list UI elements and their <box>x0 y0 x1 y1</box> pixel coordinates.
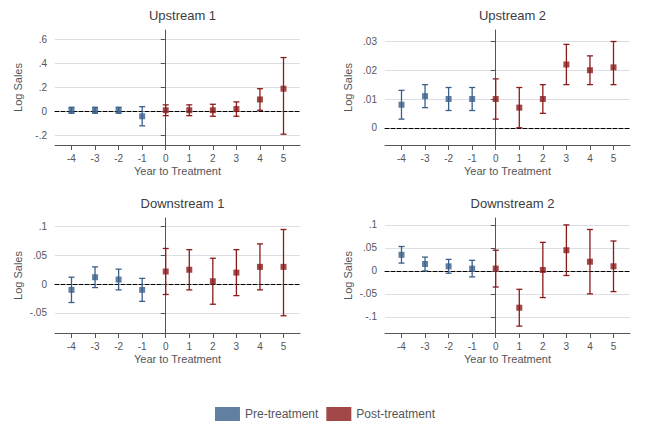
svg-text:.4: .4 <box>39 58 48 69</box>
svg-text:Log Sales: Log Sales <box>342 63 354 112</box>
svg-text:2: 2 <box>210 341 216 352</box>
svg-text:-1: -1 <box>138 341 147 352</box>
svg-text:5: 5 <box>611 153 617 164</box>
svg-text:-1: -1 <box>468 153 477 164</box>
svg-text:5: 5 <box>281 153 287 164</box>
svg-text:0: 0 <box>371 122 377 133</box>
svg-text:5: 5 <box>281 341 287 352</box>
svg-text:Upstream 2: Upstream 2 <box>479 8 546 23</box>
svg-text:4: 4 <box>257 341 263 352</box>
svg-text:-2: -2 <box>444 153 453 164</box>
svg-text:.6: .6 <box>39 34 48 45</box>
svg-text:.02: .02 <box>363 65 377 76</box>
svg-text:1: 1 <box>516 341 522 352</box>
svg-text:1: 1 <box>186 341 192 352</box>
svg-text:Year to Treatment: Year to Treatment <box>464 353 551 365</box>
svg-text:-2: -2 <box>114 153 123 164</box>
svg-text:Year to Treatment: Year to Treatment <box>134 353 221 365</box>
svg-text:-.05: -.05 <box>30 307 48 318</box>
svg-text:0: 0 <box>41 279 47 290</box>
svg-text:.01: .01 <box>363 94 377 105</box>
svg-text:-1: -1 <box>468 341 477 352</box>
svg-text:-3: -3 <box>91 341 100 352</box>
svg-text:4: 4 <box>587 341 593 352</box>
svg-text:4: 4 <box>587 153 593 164</box>
svg-text:0: 0 <box>163 341 169 352</box>
svg-text:0: 0 <box>41 106 47 117</box>
svg-text:Downstream 2: Downstream 2 <box>471 196 555 211</box>
svg-text:.1: .1 <box>39 221 48 232</box>
svg-text:2: 2 <box>540 153 546 164</box>
svg-text:.05: .05 <box>363 242 377 253</box>
svg-text:-4: -4 <box>67 153 76 164</box>
svg-text:-4: -4 <box>397 341 406 352</box>
svg-text:0: 0 <box>163 153 169 164</box>
svg-text:3: 3 <box>564 153 570 164</box>
svg-text:Upstream 1: Upstream 1 <box>149 8 216 23</box>
svg-text:Post-treatment: Post-treatment <box>356 407 435 421</box>
svg-text:-3: -3 <box>421 341 430 352</box>
svg-text:3: 3 <box>234 153 240 164</box>
svg-text:Year to Treatment: Year to Treatment <box>134 165 221 177</box>
svg-text:0: 0 <box>493 153 499 164</box>
svg-text:3: 3 <box>234 341 240 352</box>
svg-text:-4: -4 <box>397 153 406 164</box>
svg-text:-2: -2 <box>444 341 453 352</box>
svg-text:2: 2 <box>540 341 546 352</box>
svg-text:-3: -3 <box>421 153 430 164</box>
svg-text:Downstream 1: Downstream 1 <box>141 196 225 211</box>
svg-text:Log Sales: Log Sales <box>12 251 24 300</box>
svg-text:1: 1 <box>186 153 192 164</box>
svg-text:-4: -4 <box>67 341 76 352</box>
svg-text:3: 3 <box>564 341 570 352</box>
svg-text:Pre-treatment: Pre-treatment <box>245 407 319 421</box>
svg-text:-3: -3 <box>91 153 100 164</box>
svg-text:4: 4 <box>257 153 263 164</box>
svg-text:Log Sales: Log Sales <box>342 251 354 300</box>
svg-text:2: 2 <box>210 153 216 164</box>
svg-text:-1: -1 <box>138 153 147 164</box>
svg-text:-.2: -.2 <box>35 130 47 141</box>
svg-text:.2: .2 <box>39 82 48 93</box>
svg-text:5: 5 <box>611 341 617 352</box>
svg-text:.03: .03 <box>363 36 377 47</box>
svg-text:1: 1 <box>516 153 522 164</box>
svg-text:.1: .1 <box>369 219 378 230</box>
svg-text:0: 0 <box>371 265 377 276</box>
svg-text:.05: .05 <box>33 250 47 261</box>
svg-text:-2: -2 <box>114 341 123 352</box>
svg-text:Year to Treatment: Year to Treatment <box>464 165 551 177</box>
svg-text:-.05: -.05 <box>360 288 378 299</box>
svg-text:-.1: -.1 <box>365 311 377 322</box>
svg-text:0: 0 <box>493 341 499 352</box>
svg-text:Log Sales: Log Sales <box>12 63 24 112</box>
